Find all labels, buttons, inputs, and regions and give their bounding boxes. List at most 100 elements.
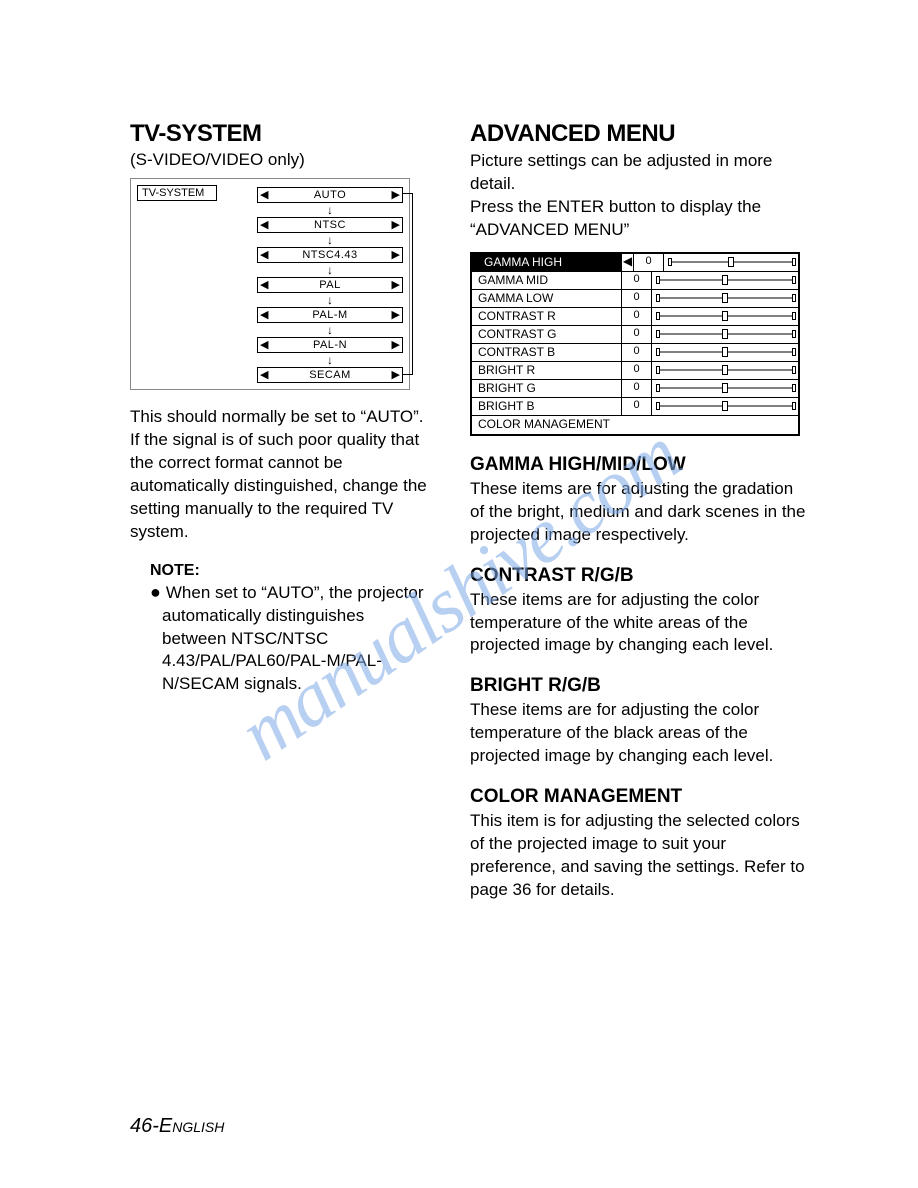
- menu-row: BRIGHT R0: [472, 362, 798, 380]
- flow-loop-line: [403, 193, 413, 375]
- advanced-menu-title: ADVANCED MENU: [470, 120, 810, 148]
- menu-row: CONTRAST G0: [472, 326, 798, 344]
- menu-row-label: COLOR MANAGEMENT: [472, 416, 798, 434]
- flow-option: ◀PAL-M▶: [257, 307, 403, 323]
- menu-row-value: 0: [622, 380, 652, 397]
- triangle-right-icon: ▶: [392, 370, 400, 381]
- section-body: These items are for adjusting the gradat…: [470, 478, 810, 547]
- menu-row: BRIGHT G0: [472, 380, 798, 398]
- flow-option: ◀SECAM▶: [257, 367, 403, 383]
- triangle-left-icon: ◀: [260, 190, 268, 201]
- menu-row-slider: [652, 344, 798, 361]
- tv-system-subtitle: (S-VIDEO/VIDEO only): [130, 150, 430, 170]
- section-body: These items are for adjusting the color …: [470, 589, 810, 658]
- triangle-right-icon: ▶: [392, 250, 400, 261]
- menu-row: CONTRAST R0: [472, 308, 798, 326]
- note-label: NOTE:: [150, 562, 430, 580]
- tv-system-title: TV-SYSTEM: [130, 120, 430, 148]
- flow-option-label: PAL-N: [268, 339, 391, 351]
- menu-row-slider: [652, 398, 798, 415]
- triangle-left-icon: ◀: [260, 220, 268, 231]
- menu-row-label: BRIGHT B: [472, 398, 622, 415]
- triangle-right-icon: ▶: [392, 340, 400, 351]
- flow-option: ◀AUTO▶: [257, 187, 403, 203]
- menu-row: COLOR MANAGEMENT: [472, 416, 798, 434]
- flow-option-label: AUTO: [268, 189, 391, 201]
- flow-option-label: NTSC4.43: [268, 249, 391, 261]
- flow-option-label: PAL: [268, 279, 391, 291]
- page-lang: English: [159, 1115, 224, 1137]
- menu-row-value: 0: [622, 326, 652, 343]
- flow-option: ◀NTSC4.43▶: [257, 247, 403, 263]
- flow-arrow-icon: ↓: [257, 204, 403, 216]
- triangle-right-icon: ▶: [392, 280, 400, 291]
- menu-row-value: 0: [622, 308, 652, 325]
- menu-row-value: 0: [622, 290, 652, 307]
- menu-row: BRIGHT B0: [472, 398, 798, 416]
- section-body: This item is for adjusting the selected …: [470, 810, 810, 902]
- flow-option: ◀NTSC▶: [257, 217, 403, 233]
- menu-row-value: 0: [622, 344, 652, 361]
- note-body: ● When set to “AUTO”, the projector auto…: [150, 580, 430, 697]
- section-body: These items are for adjusting the color …: [470, 699, 810, 768]
- menu-row-label: CONTRAST R: [472, 308, 622, 325]
- menu-row-slider: [652, 272, 798, 289]
- section-heading: BRIGHT R/G/B: [470, 675, 810, 697]
- menu-row-label: GAMMA HIGH: [472, 254, 622, 271]
- menu-row-value: 0: [622, 362, 652, 379]
- flow-option-label: NTSC: [268, 219, 391, 231]
- menu-row: GAMMA HIGH◀0: [472, 254, 798, 272]
- flow-option: ◀PAL-N▶: [257, 337, 403, 353]
- menu-row-label: CONTRAST G: [472, 326, 622, 343]
- tv-system-body: This should normally be set to “AUTO”. I…: [130, 406, 430, 544]
- section-heading: CONTRAST R/G/B: [470, 565, 810, 587]
- flow-arrow-icon: ↓: [257, 354, 403, 366]
- menu-row-value: 0: [622, 398, 652, 415]
- menu-row: GAMMA LOW0: [472, 290, 798, 308]
- menu-row-value: 0: [634, 254, 664, 271]
- menu-row-slider: [652, 308, 798, 325]
- menu-row-label: CONTRAST B: [472, 344, 622, 361]
- triangle-left-icon: [478, 258, 484, 269]
- menu-row-label: GAMMA MID: [472, 272, 622, 289]
- menu-row-label: BRIGHT R: [472, 362, 622, 379]
- menu-row: CONTRAST B0: [472, 344, 798, 362]
- advanced-menu-intro: Picture settings can be adjusted in more…: [470, 150, 810, 242]
- flow-option-label: PAL-M: [268, 309, 391, 321]
- menu-row-value: 0: [622, 272, 652, 289]
- triangle-left-icon: ◀: [622, 254, 634, 271]
- right-column: ADVANCED MENU Picture settings can be ad…: [470, 120, 810, 902]
- triangle-left-icon: ◀: [260, 340, 268, 351]
- page-number: 46-: [130, 1115, 159, 1137]
- menu-row-slider: [652, 290, 798, 307]
- page-footer: 46-English: [130, 1115, 224, 1138]
- menu-row-label: BRIGHT G: [472, 380, 622, 397]
- flow-option-label: SECAM: [268, 369, 391, 381]
- menu-row-slider: [652, 362, 798, 379]
- section-heading: GAMMA HIGH/MID/LOW: [470, 454, 810, 476]
- triangle-right-icon: ▶: [392, 310, 400, 321]
- menu-row-slider: [652, 380, 798, 397]
- flow-label: TV-SYSTEM: [137, 185, 217, 201]
- advanced-menu-table: GAMMA HIGH◀0GAMMA MID0GAMMA LOW0CONTRAST…: [470, 252, 800, 436]
- triangle-right-icon: ▶: [392, 220, 400, 231]
- flow-arrow-icon: ↓: [257, 234, 403, 246]
- menu-row-slider: [664, 254, 798, 271]
- menu-row-label: GAMMA LOW: [472, 290, 622, 307]
- note-text: When set to “AUTO”, the projector automa…: [162, 583, 424, 694]
- left-column: TV-SYSTEM (S-VIDEO/VIDEO only) TV-SYSTEM…: [130, 120, 430, 902]
- triangle-right-icon: ▶: [392, 190, 400, 201]
- flow-arrow-icon: ↓: [257, 264, 403, 276]
- section-heading: COLOR MANAGEMENT: [470, 786, 810, 808]
- triangle-left-icon: ◀: [260, 250, 268, 261]
- flow-option: ◀PAL▶: [257, 277, 403, 293]
- triangle-left-icon: ◀: [260, 370, 268, 381]
- flow-arrow-icon: ↓: [257, 294, 403, 306]
- triangle-left-icon: ◀: [260, 280, 268, 291]
- flow-arrow-icon: ↓: [257, 324, 403, 336]
- menu-row-slider: [652, 326, 798, 343]
- triangle-left-icon: ◀: [260, 310, 268, 321]
- menu-row: GAMMA MID0: [472, 272, 798, 290]
- page-content: TV-SYSTEM (S-VIDEO/VIDEO only) TV-SYSTEM…: [0, 0, 918, 962]
- tv-system-flowchart: TV-SYSTEM ◀AUTO▶↓◀NTSC▶↓◀NTSC4.43▶↓◀PAL▶…: [130, 178, 410, 390]
